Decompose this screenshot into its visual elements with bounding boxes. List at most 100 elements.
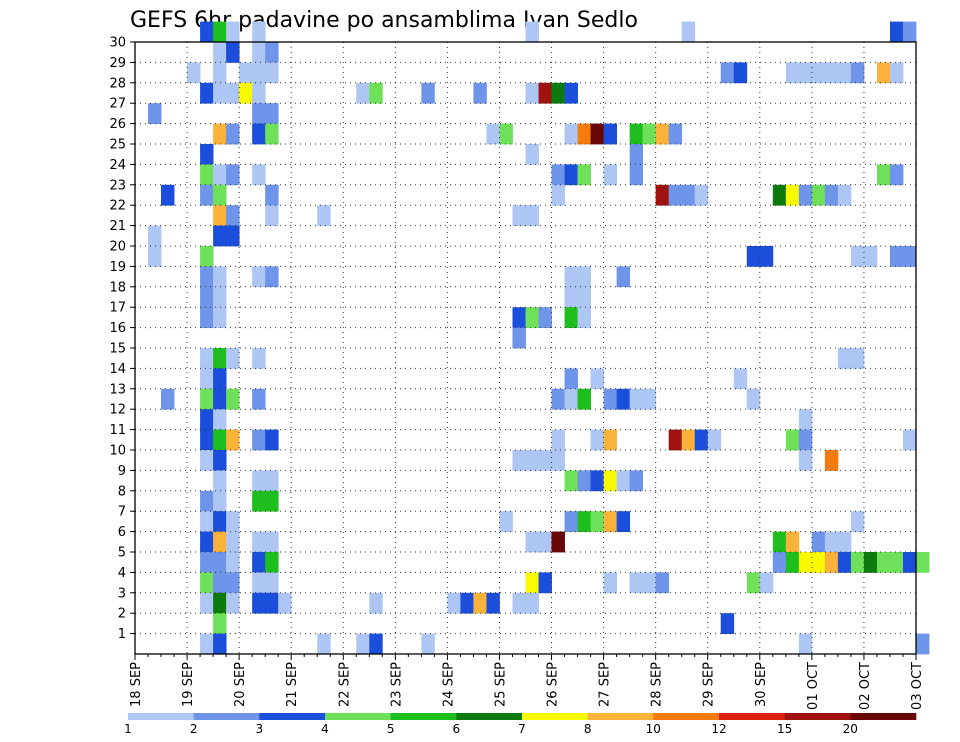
heatmap-cell bbox=[564, 388, 578, 410]
y-tick-label: 28 bbox=[109, 76, 126, 91]
heatmap-cell bbox=[369, 633, 383, 655]
heatmap-cell bbox=[200, 184, 214, 206]
heatmap-cell bbox=[265, 531, 279, 553]
heatmap-cell bbox=[252, 82, 266, 104]
heatmap-cell bbox=[252, 348, 266, 369]
y-tick-label: 8 bbox=[118, 484, 126, 499]
y-tick-label: 5 bbox=[118, 546, 126, 561]
heatmap-cell bbox=[564, 307, 578, 328]
heatmap-cell bbox=[837, 62, 852, 84]
heatmap-cell bbox=[811, 531, 826, 553]
heatmap-cell bbox=[629, 144, 644, 165]
heatmap-cell bbox=[226, 511, 240, 532]
y-tick-label: 21 bbox=[109, 219, 126, 234]
heatmap-cell bbox=[252, 21, 266, 43]
colorbar-label: 12 bbox=[711, 722, 726, 736]
heatmap-cell bbox=[265, 592, 279, 614]
heatmap-cell bbox=[590, 123, 604, 145]
heatmap-cell bbox=[265, 184, 279, 206]
heatmap-cell bbox=[629, 572, 644, 594]
y-tick-label: 15 bbox=[109, 342, 126, 357]
colorbar-swatch bbox=[719, 713, 785, 720]
heatmap-cell bbox=[239, 62, 253, 84]
heatmap-cell bbox=[200, 286, 214, 308]
heatmap-cell bbox=[551, 184, 565, 206]
heatmap-cell bbox=[759, 572, 774, 594]
heatmap-cell bbox=[512, 307, 526, 328]
heatmap-cell bbox=[252, 429, 266, 451]
heatmap-cell bbox=[772, 184, 787, 206]
heatmap-cell bbox=[213, 368, 227, 390]
heatmap-cell bbox=[512, 450, 526, 471]
heatmap-cell bbox=[265, 205, 279, 226]
heatmap-cell bbox=[889, 164, 904, 186]
heatmap-cell bbox=[499, 511, 513, 532]
heatmap-cell bbox=[226, 592, 240, 614]
heatmap-cell bbox=[551, 388, 565, 410]
colorbar-swatch bbox=[850, 713, 917, 720]
heatmap-cell bbox=[837, 552, 852, 573]
heatmap-cell bbox=[213, 511, 227, 532]
heatmap-cell bbox=[798, 450, 813, 471]
heatmap-cell bbox=[512, 592, 526, 614]
heatmap-cell bbox=[200, 633, 214, 655]
heatmap-cell bbox=[213, 470, 227, 492]
heatmap-cell bbox=[603, 511, 618, 532]
heatmap-cell bbox=[369, 82, 383, 104]
y-tick-label: 16 bbox=[109, 321, 126, 336]
heatmap-cell bbox=[889, 552, 904, 573]
heatmap-cell bbox=[694, 429, 709, 451]
heatmap-cell bbox=[473, 82, 487, 104]
heatmap-cell bbox=[226, 388, 240, 410]
heatmap-cell bbox=[265, 42, 279, 63]
heatmap-cell bbox=[265, 429, 279, 451]
heatmap-cell bbox=[798, 409, 813, 430]
heatmap-cell bbox=[525, 531, 539, 553]
heatmap-cell bbox=[564, 511, 578, 532]
heatmap-cell bbox=[213, 307, 227, 328]
heatmap-cell bbox=[213, 286, 227, 308]
heatmap-cell bbox=[265, 103, 279, 124]
heatmap-cell bbox=[902, 21, 917, 43]
heatmap-cell bbox=[200, 144, 214, 165]
heatmap-cell bbox=[538, 450, 552, 471]
colorbar-swatch bbox=[456, 713, 523, 720]
heatmap-cell bbox=[213, 429, 227, 451]
heatmap-cell bbox=[564, 123, 578, 145]
heatmap-cell bbox=[538, 531, 552, 553]
colorbar-label: 6 bbox=[452, 722, 460, 736]
heatmap-cell bbox=[278, 592, 292, 614]
heatmap-cell bbox=[746, 572, 761, 594]
heatmap-cell bbox=[889, 246, 904, 267]
heatmap-cell bbox=[200, 592, 214, 614]
heatmap-cell bbox=[655, 572, 670, 594]
heatmap-cell bbox=[200, 388, 214, 410]
heatmap-cell bbox=[785, 552, 800, 573]
heatmap-cell bbox=[824, 62, 839, 84]
colorbar-swatch bbox=[325, 713, 391, 720]
heatmap-cell bbox=[226, 225, 240, 247]
heatmap-cell bbox=[525, 144, 539, 165]
heatmap-cell bbox=[889, 21, 904, 43]
y-tick-label: 30 bbox=[109, 36, 126, 51]
heatmap-cell bbox=[564, 368, 578, 390]
y-tick-label: 6 bbox=[118, 525, 126, 540]
x-tick-label: 25 SEP bbox=[494, 662, 509, 707]
y-tick-label: 20 bbox=[109, 240, 126, 255]
heatmap-cell bbox=[213, 572, 227, 594]
heatmap-cell bbox=[551, 82, 565, 104]
heatmap-cell bbox=[551, 450, 565, 471]
heatmap-cell bbox=[213, 123, 227, 145]
heatmap-cell bbox=[226, 531, 240, 553]
colorbar-label: 20 bbox=[843, 722, 858, 736]
y-tick-label: 29 bbox=[109, 56, 126, 71]
heatmap-cell bbox=[200, 450, 214, 471]
colorbar-label: 15 bbox=[777, 722, 792, 736]
heatmap-cell bbox=[265, 62, 279, 84]
colorbar-swatch bbox=[390, 713, 457, 720]
heatmap-cell bbox=[226, 552, 240, 573]
heatmap-cell bbox=[629, 164, 644, 186]
heatmap-cell bbox=[213, 184, 227, 206]
heatmap-cell bbox=[902, 246, 917, 267]
y-tick-label: 3 bbox=[118, 586, 126, 601]
